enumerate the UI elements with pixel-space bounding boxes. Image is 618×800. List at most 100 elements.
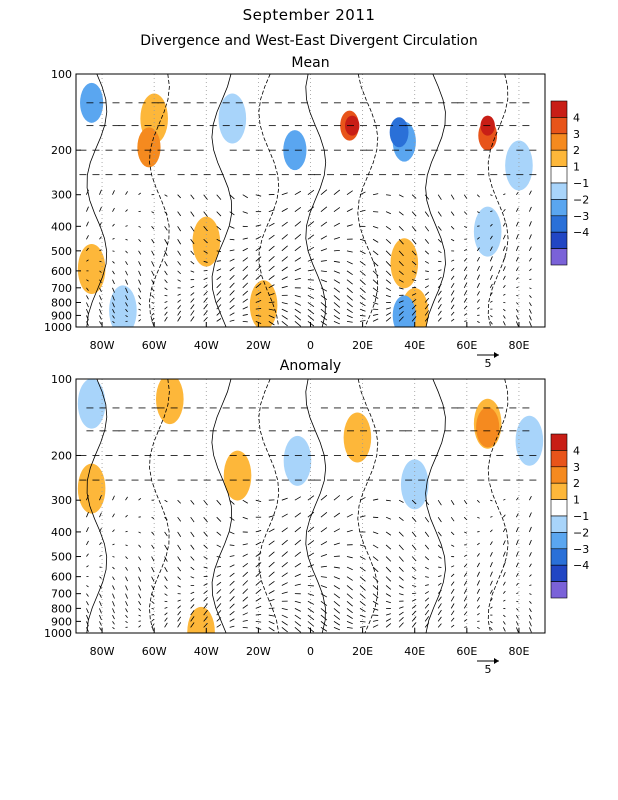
wind-arrow bbox=[242, 274, 249, 280]
wind-arrow bbox=[346, 495, 353, 501]
colorbar-label: 1 bbox=[573, 161, 580, 174]
colorbar-swatch bbox=[550, 133, 568, 151]
wind-arrow bbox=[411, 531, 417, 538]
wind-arrow bbox=[359, 544, 366, 547]
wind-arrow bbox=[255, 552, 262, 557]
wind-arrow bbox=[477, 542, 480, 546]
wind-arrow bbox=[294, 562, 302, 568]
wind-arrow bbox=[255, 530, 262, 533]
wind-arrow bbox=[307, 552, 315, 557]
wind-arrow bbox=[190, 292, 195, 296]
wind-arrow bbox=[86, 235, 89, 240]
wind-arrow bbox=[125, 544, 128, 547]
wind-arrow bbox=[346, 600, 353, 607]
wind-arrow bbox=[255, 562, 262, 568]
colorbar-label: −2 bbox=[573, 193, 589, 206]
wind-arrow bbox=[490, 621, 493, 624]
wind-arrow bbox=[86, 512, 89, 518]
wind-arrow bbox=[281, 513, 288, 518]
wind-arrow bbox=[164, 585, 168, 589]
wind-arrow bbox=[203, 310, 208, 316]
contour-line bbox=[357, 379, 379, 633]
wind-arrow bbox=[489, 235, 493, 240]
wind-arrow bbox=[229, 297, 235, 303]
wind-arrow bbox=[450, 267, 455, 272]
wind-arrow bbox=[450, 282, 455, 289]
wind-arrow bbox=[99, 585, 102, 589]
wind-arrow bbox=[333, 295, 341, 301]
wind-arrow bbox=[503, 208, 506, 212]
wind-arrow bbox=[151, 317, 155, 322]
wind-arrow bbox=[411, 250, 417, 256]
wind-arrow bbox=[138, 556, 142, 561]
y-tick-label: 400 bbox=[51, 220, 72, 233]
wind-arrow bbox=[294, 583, 301, 586]
wind-arrow bbox=[372, 576, 379, 582]
wind-arrow bbox=[99, 627, 102, 631]
wind-arrow bbox=[138, 250, 142, 255]
wind-arrow bbox=[437, 616, 442, 622]
wind-arrow bbox=[411, 293, 417, 296]
wind-arrow bbox=[164, 211, 168, 215]
wind-arrow bbox=[112, 237, 115, 240]
wind-arrow bbox=[333, 222, 341, 227]
wind-arrow bbox=[177, 611, 182, 616]
wind-arrow bbox=[164, 301, 168, 303]
wind-arrow bbox=[112, 621, 115, 625]
wind-arrow bbox=[385, 261, 392, 267]
wind-arrow bbox=[229, 249, 235, 252]
wind-arrow bbox=[294, 526, 302, 533]
wind-arrow bbox=[190, 270, 195, 273]
wind-arrow bbox=[281, 256, 288, 262]
wind-arrow bbox=[489, 265, 493, 272]
wind-arrow bbox=[412, 592, 417, 595]
wind-arrow bbox=[229, 267, 235, 272]
y-tick-label: 1000 bbox=[44, 321, 72, 334]
wind-arrow bbox=[203, 316, 208, 322]
wind-arrow bbox=[294, 627, 302, 633]
wind-arrow bbox=[99, 554, 102, 557]
wind-arrow bbox=[203, 226, 208, 232]
wind-arrow bbox=[502, 256, 506, 262]
wind-arrow bbox=[320, 235, 328, 240]
wind-arrow bbox=[489, 562, 493, 568]
wind-arrow bbox=[281, 591, 288, 595]
wind-arrow bbox=[502, 561, 506, 568]
wind-arrow bbox=[112, 302, 115, 308]
chart-title: September 2011 bbox=[243, 6, 376, 24]
wind-arrow bbox=[372, 295, 379, 299]
wind-arrow bbox=[411, 616, 417, 622]
colorbar-swatch bbox=[550, 482, 568, 500]
wind-arrow bbox=[333, 512, 341, 518]
wind-arrow bbox=[216, 318, 222, 322]
wind-arrow bbox=[490, 210, 493, 213]
wind-arrow bbox=[138, 544, 142, 548]
wind-arrow bbox=[125, 238, 128, 241]
wind-arrow bbox=[242, 604, 249, 609]
wind-arrow bbox=[515, 221, 519, 227]
wind-arrow bbox=[490, 300, 493, 303]
wind-arrow bbox=[99, 495, 102, 501]
wind-arrow bbox=[151, 226, 155, 230]
wind-arrow bbox=[398, 211, 404, 216]
wind-arrow bbox=[229, 603, 235, 609]
wind-arrow bbox=[372, 279, 379, 285]
wind-arrow bbox=[255, 580, 262, 586]
x-tick-label: 40W bbox=[194, 645, 219, 658]
wind-arrow bbox=[346, 556, 353, 559]
wind-arrow bbox=[372, 624, 379, 628]
divergence-shade bbox=[223, 450, 252, 501]
contour-line bbox=[487, 74, 509, 327]
wind-arrow bbox=[476, 256, 480, 262]
wind-arrow bbox=[151, 618, 155, 622]
wind-arrow bbox=[294, 295, 301, 298]
wind-arrow bbox=[411, 566, 417, 571]
wind-arrow bbox=[242, 571, 249, 577]
wind-arrow bbox=[99, 308, 102, 315]
wind-arrow bbox=[294, 267, 301, 272]
wind-arrow bbox=[151, 270, 155, 276]
wind-arrow bbox=[242, 320, 248, 323]
y-tick-label: 400 bbox=[51, 526, 72, 539]
wind-arrow bbox=[86, 189, 89, 195]
